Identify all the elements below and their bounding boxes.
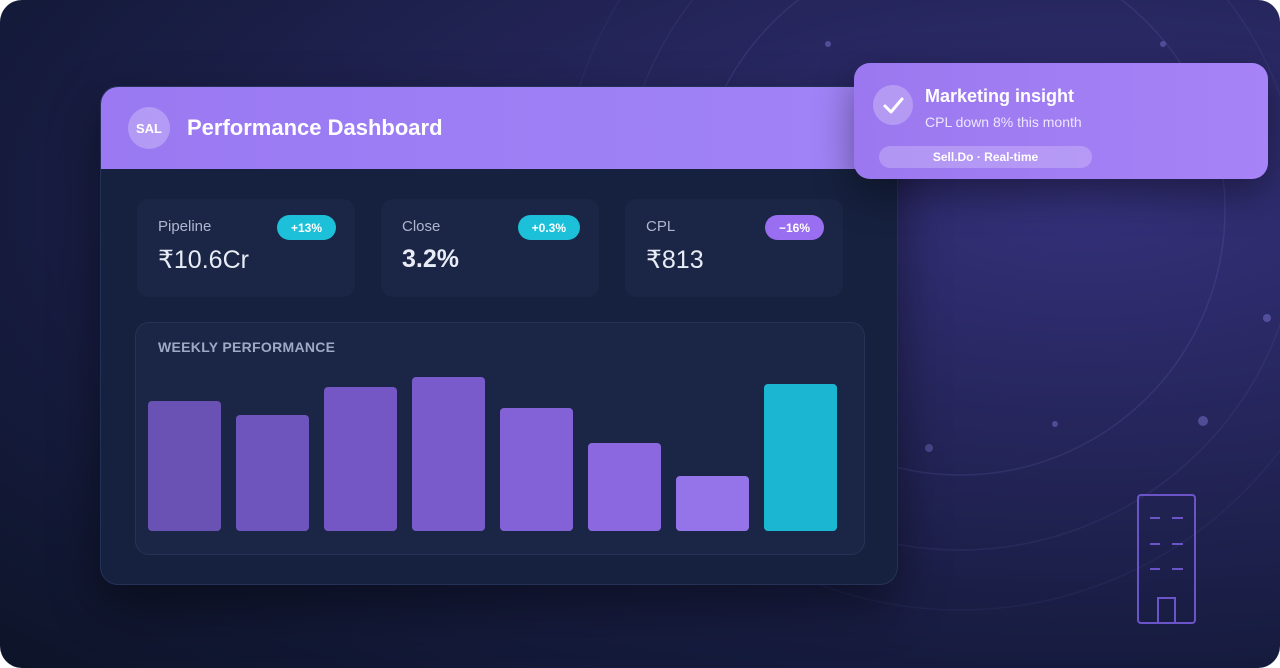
kpi-label: Pipeline (158, 218, 212, 235)
chart-title: WEEKLY PERFORMANCE (158, 339, 336, 355)
notification-text: CPL down 8% this month (925, 114, 1082, 130)
dot (1052, 421, 1058, 427)
bar (236, 415, 309, 531)
kpi-label: CPL (646, 218, 676, 235)
dashboard-card: SAL Performance Dashboard Pipeline ₹10.6C… (100, 86, 898, 585)
dot (825, 41, 831, 47)
bar (324, 387, 397, 531)
kpi-value: 3.2% (402, 245, 459, 273)
kpi-badge: −16% (764, 215, 824, 240)
check-mark (883, 97, 904, 114)
dot (1198, 416, 1208, 426)
dot (925, 444, 933, 452)
kpi-label: Close (402, 218, 441, 235)
bar (412, 377, 485, 531)
bar-chart (148, 377, 837, 531)
bar (676, 476, 749, 531)
kpi-card: Close 3.2% +0.3% (381, 199, 599, 297)
dashboard-title: Performance Dashboard (187, 115, 443, 140)
notification: Marketing insight CPL down 8% this month… (854, 63, 1268, 179)
kpi-value: ₹813 (646, 246, 704, 274)
avatar: SAL (128, 107, 170, 149)
notification-title: Marketing insight (925, 86, 1075, 106)
bar (764, 384, 837, 531)
bar (148, 401, 221, 531)
kpi-value: ₹10.6Cr (158, 246, 249, 274)
chart-panel: WEEKLY PERFORMANCE (135, 322, 865, 555)
check-icon (873, 85, 913, 125)
card-header: SAL Performance Dashboard (101, 87, 897, 169)
kpi-card: Pipeline ₹10.6Cr +13% (137, 199, 355, 297)
bar (588, 443, 661, 531)
source-tag: Sell.Do · Real-time (879, 146, 1092, 168)
dot (1160, 41, 1166, 47)
building-icon (1137, 494, 1196, 624)
kpi-badge: +0.3% (517, 215, 580, 240)
kpi-card: CPL ₹813 −16% (625, 199, 843, 297)
bar (500, 408, 573, 531)
kpi-badge: +13% (276, 215, 336, 240)
dot (1263, 314, 1271, 322)
